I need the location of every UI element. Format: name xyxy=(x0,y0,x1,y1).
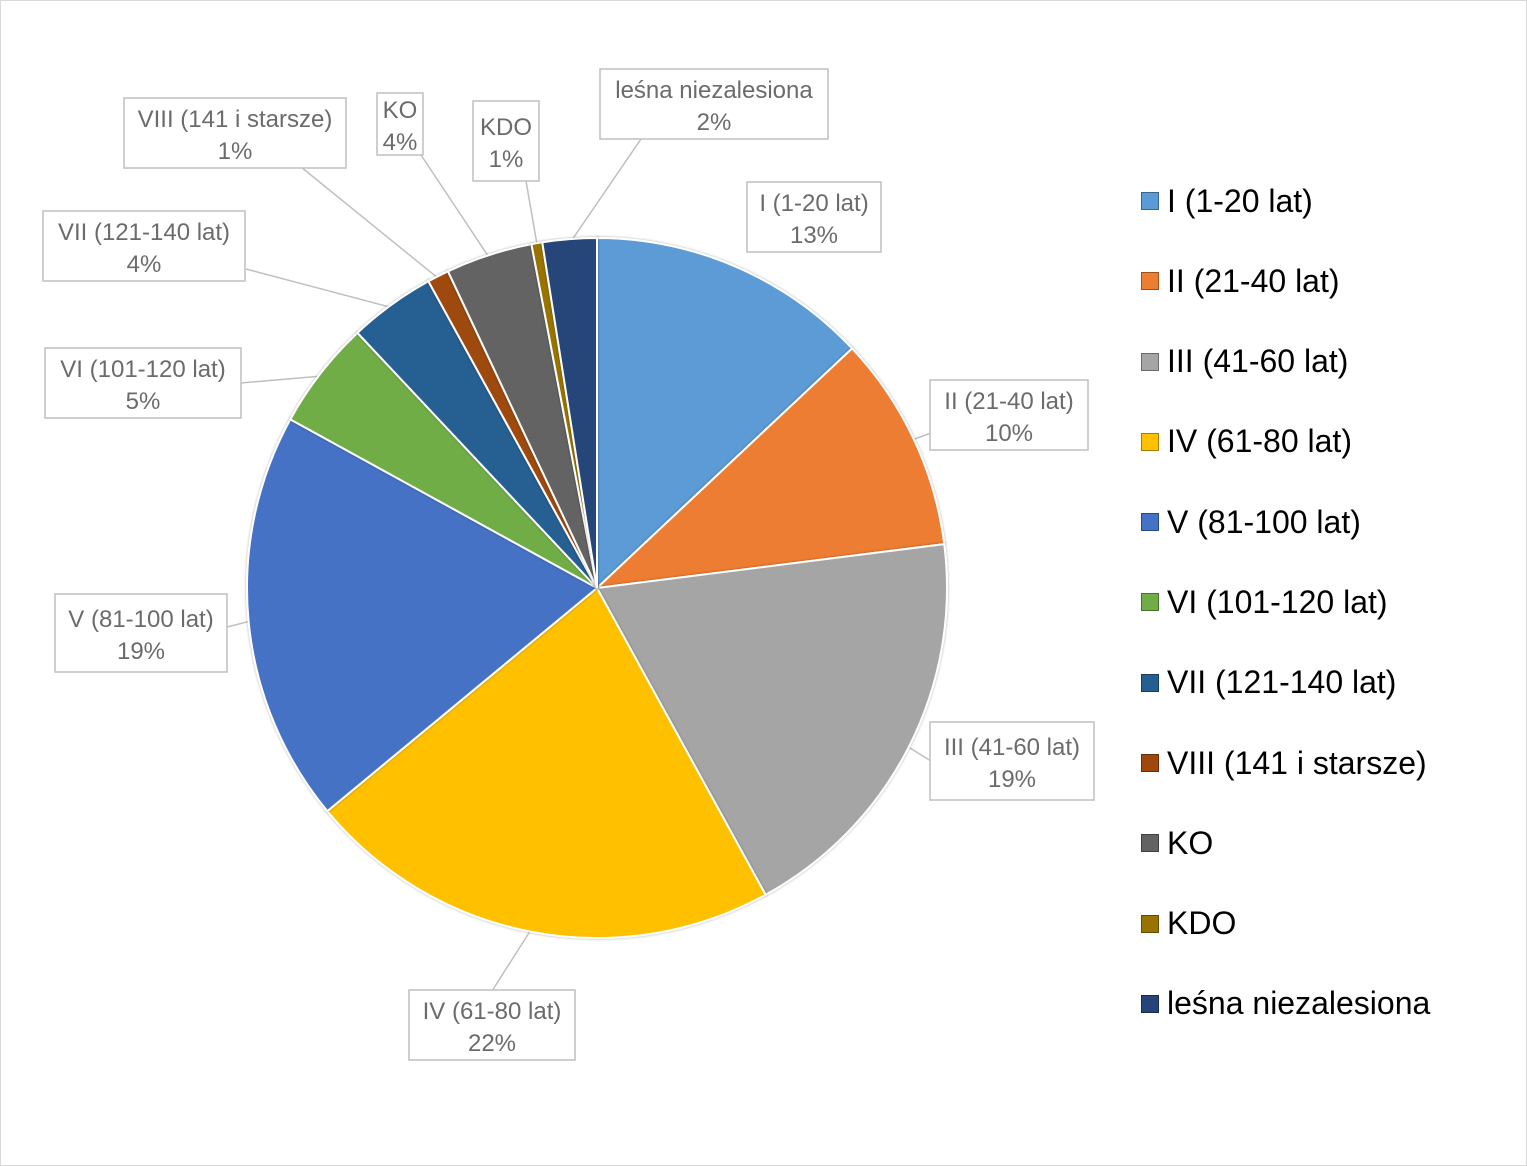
pie-slice xyxy=(246,418,599,813)
legend-item: VI (101-120 lat) xyxy=(1141,580,1430,624)
legend-item: IV (61-80 lat) xyxy=(1141,420,1430,464)
data-label-category: VIII (141 i starsze) xyxy=(138,106,333,133)
leader-line xyxy=(300,166,441,281)
data-label-box xyxy=(54,593,228,673)
legend-item: I (1-20 lat) xyxy=(1141,179,1430,223)
legend-label: VII (121-140 lat) xyxy=(1167,664,1397,701)
pie-slice xyxy=(595,543,948,897)
legend-swatch xyxy=(1141,834,1159,853)
data-label-category: VII (121-140 lat) xyxy=(58,219,230,246)
legend-item: VIII (141 i starsze) xyxy=(1141,741,1430,785)
data-label-box xyxy=(746,181,882,253)
legend-item: KDO xyxy=(1141,902,1430,946)
data-label-value: 1% xyxy=(218,138,253,165)
data-label-category: I (1-20 lat) xyxy=(759,190,868,217)
data-label-category: leśna niezalesiona xyxy=(615,77,813,104)
legend-swatch xyxy=(1141,673,1159,692)
data-label-category: KDO xyxy=(480,114,532,141)
leader-line xyxy=(240,375,324,384)
data-label-value: 1% xyxy=(489,146,524,173)
legend-swatch xyxy=(1141,593,1159,612)
data-label-box xyxy=(42,210,246,282)
leader-line xyxy=(525,180,539,248)
data-label-category: II (21-40 lat) xyxy=(944,388,1073,415)
legend-label: IV (61-80 lat) xyxy=(1167,423,1352,460)
data-label-value: 2% xyxy=(697,109,732,136)
legend: I (1-20 lat) II (21-40 lat) III (41-60 lat… xyxy=(1141,179,1430,1062)
legend-label: leśna niezalesiona xyxy=(1167,985,1431,1022)
legend-item: II (21-40 lat) xyxy=(1141,259,1430,303)
data-label-box xyxy=(929,721,1095,801)
pie-slice xyxy=(541,236,598,589)
legend-item: leśna niezalesiona xyxy=(1141,982,1430,1026)
data-label-category: KO xyxy=(383,97,418,124)
data-label-value: 13% xyxy=(790,222,838,249)
legend-label: III (41-60 lat) xyxy=(1167,343,1349,380)
data-label-value: 4% xyxy=(383,129,418,156)
data-label-category: III (41-60 lat) xyxy=(944,734,1080,761)
leader-line xyxy=(420,154,491,260)
data-label-value: 19% xyxy=(117,638,165,665)
legend-label: II (21-40 lat) xyxy=(1167,262,1340,299)
legend-swatch xyxy=(1141,513,1159,532)
data-label-box xyxy=(408,989,576,1061)
legend-label: KDO xyxy=(1167,905,1237,942)
data-label-box xyxy=(123,97,347,169)
data-labels: I (1-20 lat) 13% II (21-40 lat) 10% III (41-… xyxy=(42,68,1095,1061)
data-label-value: 5% xyxy=(126,388,161,415)
data-label-box xyxy=(472,100,540,182)
legend-swatch xyxy=(1141,994,1159,1013)
pie-slices xyxy=(246,236,948,939)
legend-swatch xyxy=(1141,432,1159,451)
data-label-category: IV (61-80 lat) xyxy=(423,998,562,1025)
legend-item: VII (121-140 lat) xyxy=(1141,661,1430,705)
legend-item: V (81-100 lat) xyxy=(1141,500,1430,544)
legend-item: III (41-60 lat) xyxy=(1141,340,1430,384)
legend-swatch xyxy=(1141,914,1159,933)
data-label-box xyxy=(44,347,242,419)
legend-swatch xyxy=(1141,754,1159,773)
legend-label: VIII (141 i starsze) xyxy=(1167,744,1427,781)
legend-swatch xyxy=(1141,352,1159,371)
legend-label: I (1-20 lat) xyxy=(1167,182,1313,219)
legend-swatch xyxy=(1141,192,1159,210)
pie-slice xyxy=(594,346,946,590)
legend-label: V (81-100 lat) xyxy=(1167,503,1361,540)
leader-line xyxy=(904,744,932,762)
data-label-value: 19% xyxy=(988,766,1036,793)
legend-item: KO xyxy=(1141,821,1430,865)
data-label-category: V (81-100 lat) xyxy=(68,606,213,633)
data-label-value: 4% xyxy=(127,251,162,278)
pie-slice xyxy=(325,586,767,939)
data-label-box xyxy=(599,68,829,140)
leader-line xyxy=(491,927,533,992)
legend-label: KO xyxy=(1167,824,1214,861)
data-label-box xyxy=(376,92,424,156)
leader-lines xyxy=(226,138,932,992)
data-label-value: 22% xyxy=(468,1030,516,1057)
pie-slice xyxy=(596,236,854,591)
data-label-value: 10% xyxy=(985,420,1033,447)
legend-label: VI (101-120 lat) xyxy=(1167,583,1388,620)
leader-line xyxy=(569,138,642,244)
leader-line xyxy=(245,268,394,309)
data-label-box xyxy=(929,379,1089,451)
legend-swatch xyxy=(1141,272,1159,291)
data-label-category: VI (101-120 lat) xyxy=(60,356,225,383)
